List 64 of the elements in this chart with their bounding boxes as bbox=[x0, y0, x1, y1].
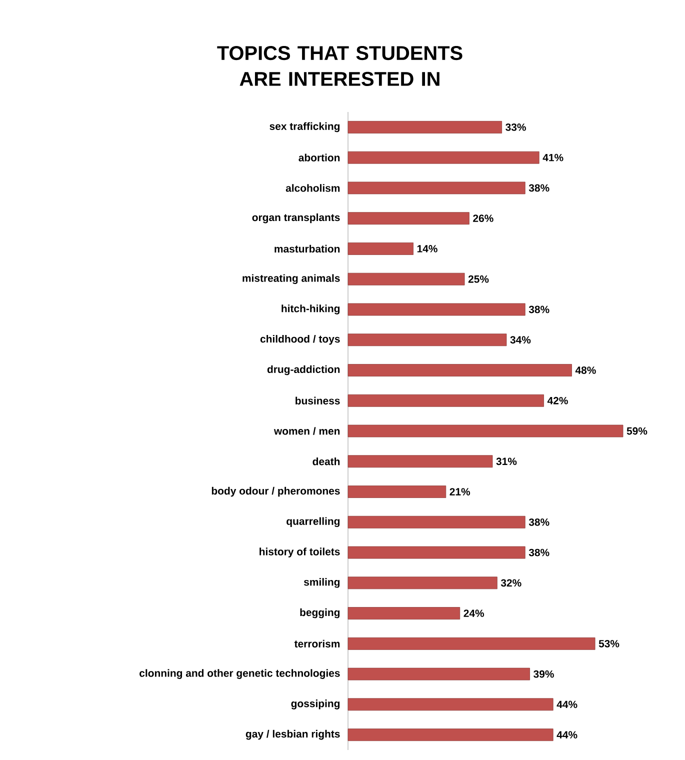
data-label: 42% bbox=[547, 396, 568, 404]
y-tick-label: women / men bbox=[274, 427, 340, 435]
bar bbox=[348, 120, 502, 134]
y-tick-label: childhood / toys bbox=[260, 334, 340, 345]
data-label: 26% bbox=[473, 214, 494, 222]
bar bbox=[348, 486, 446, 498]
bar bbox=[348, 546, 526, 559]
data-label: 25% bbox=[468, 275, 489, 283]
bar bbox=[348, 394, 544, 407]
y-tick-label: drug-addiction bbox=[267, 365, 340, 376]
data-label: 31% bbox=[496, 458, 517, 466]
y-tick-label: hitch-hiking bbox=[282, 304, 340, 314]
data-label: 24% bbox=[464, 610, 484, 617]
data-label: 21% bbox=[450, 488, 470, 496]
y-tick-label: quarrelling bbox=[286, 517, 340, 528]
bar bbox=[348, 424, 624, 438]
bar bbox=[348, 242, 414, 255]
y-tick-label: body odour / pheromones bbox=[212, 486, 340, 497]
y-tick-label: gossiping bbox=[291, 700, 340, 710]
y-tick-label: clonning and other genetic technologies bbox=[140, 669, 340, 679]
bar bbox=[348, 576, 498, 590]
data-label: 38% bbox=[528, 184, 550, 192]
y-tick-label: history of toilets bbox=[260, 548, 340, 558]
y-tick-label: smiling bbox=[304, 578, 340, 588]
bar bbox=[348, 212, 470, 225]
y-tick-label: alcoholism bbox=[286, 184, 340, 192]
data-label: 48% bbox=[575, 366, 596, 374]
bar bbox=[348, 182, 526, 194]
bar bbox=[348, 303, 526, 316]
data-label: 14% bbox=[417, 245, 438, 252]
y-tick-label: masturbation bbox=[274, 244, 340, 253]
y-tick-label: begging bbox=[300, 608, 340, 618]
y-tick-label: sex trafficking bbox=[270, 122, 340, 132]
data-label: 59% bbox=[626, 427, 648, 435]
bar bbox=[348, 607, 460, 620]
bar bbox=[348, 728, 554, 742]
data-label: 44% bbox=[556, 700, 578, 708]
y-tick-label: abortion bbox=[298, 154, 340, 162]
bar bbox=[348, 516, 526, 528]
bar bbox=[348, 334, 507, 346]
y-tick-label: organ transplants bbox=[252, 213, 340, 224]
bar bbox=[348, 364, 572, 376]
y-tick-label: death bbox=[312, 458, 340, 466]
data-label: 44% bbox=[556, 731, 578, 738]
bar bbox=[348, 698, 554, 711]
bar bbox=[348, 272, 465, 286]
bar bbox=[348, 668, 530, 680]
bar bbox=[348, 637, 596, 650]
data-label: 38% bbox=[528, 548, 550, 556]
data-label: 53% bbox=[598, 640, 620, 648]
y-tick-label: terrorism bbox=[294, 640, 340, 648]
data-label: 33% bbox=[506, 123, 526, 131]
y-tick-label: mistreating animals bbox=[242, 274, 340, 284]
y-tick-label: business bbox=[296, 396, 340, 404]
data-label: 39% bbox=[534, 670, 554, 678]
data-label: 32% bbox=[500, 579, 522, 587]
data-label: 34% bbox=[510, 336, 531, 344]
data-label: 38% bbox=[528, 518, 550, 526]
y-tick-label: gay / lesbian rights bbox=[246, 730, 340, 740]
data-label: 41% bbox=[542, 154, 564, 162]
chart-title: TOPICS THAT STUDENTS ARE INTERESTED IN bbox=[217, 46, 462, 86]
data-label: 38% bbox=[528, 306, 550, 314]
bar bbox=[348, 455, 493, 468]
bar bbox=[348, 151, 540, 164]
